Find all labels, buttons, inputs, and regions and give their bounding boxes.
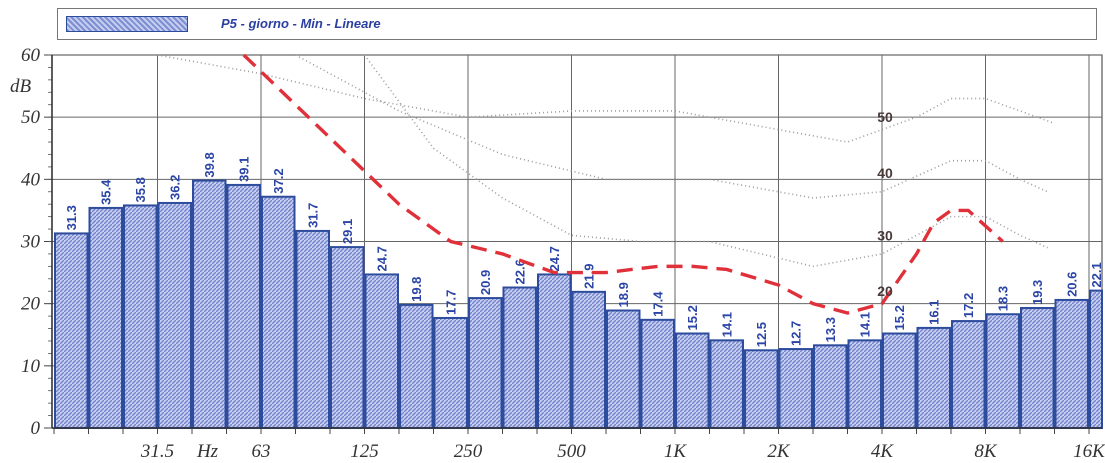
contour-label: 50 [877, 109, 893, 125]
bar-value-label: 12.7 [789, 321, 804, 346]
bar [813, 344, 848, 429]
bar-value-label: 21.9 [582, 264, 597, 289]
legend-label: P5 - giorno - Min - Lineare [221, 16, 381, 31]
bar [606, 309, 641, 430]
y-tick-label: 30 [20, 232, 41, 253]
bar [1054, 298, 1089, 430]
bar-value-label: 37.2 [271, 168, 286, 193]
bar [847, 339, 882, 429]
x-tick-label: 16K [1073, 441, 1105, 462]
bar [1089, 289, 1103, 429]
bar [502, 286, 537, 429]
bar [882, 332, 917, 429]
bar [226, 183, 261, 429]
bar-value-label: 18.3 [996, 286, 1011, 311]
bar [157, 201, 192, 429]
bar-value-label: 29.1 [340, 219, 355, 244]
bar-value-label: 22.1 [1089, 262, 1104, 287]
bar-value-label: 22.6 [513, 259, 528, 284]
bar [295, 229, 330, 429]
bar [951, 320, 986, 429]
y-axis-label: dB [10, 76, 32, 97]
bar-value-label: 31.7 [306, 203, 321, 228]
x-tick-label: 125 [350, 441, 379, 462]
bar-value-label: 31.3 [64, 205, 79, 230]
y-tick-label: 60 [21, 45, 41, 66]
bar-value-label: 39.8 [202, 152, 217, 177]
red-dashed-curve [242, 53, 1004, 315]
contour-curve [295, 54, 1048, 199]
bar-value-label: 17.4 [651, 291, 666, 317]
bar-value-label: 12.5 [754, 322, 769, 347]
bar [640, 318, 675, 429]
bar-value-label: 24.7 [375, 246, 390, 271]
x-tick-label: 4K [871, 441, 895, 462]
x-tick-label: 250 [454, 441, 483, 462]
bar [778, 348, 813, 430]
bar-value-label: 16.1 [927, 300, 942, 325]
bar-value-label: 19.3 [1030, 280, 1045, 305]
y-tick-label: 10 [21, 356, 41, 377]
contour-label: 30 [877, 227, 893, 243]
bar [192, 179, 227, 429]
y-tick-label: 0 [31, 418, 41, 439]
bar-value-label: 14.1 [720, 312, 735, 337]
bar [330, 246, 365, 429]
legend: P5 - giorno - Min - Lineare [57, 8, 1097, 40]
bar [985, 313, 1020, 429]
x-tick-label: 500 [557, 441, 586, 462]
bar-value-label: 17.7 [444, 290, 459, 315]
bar [468, 297, 503, 429]
bar-value-label: 15.2 [685, 305, 700, 330]
bar [675, 332, 710, 429]
bar-value-label: 35.8 [133, 177, 148, 202]
x-tick-label: 63 [252, 441, 271, 462]
bar [709, 339, 744, 429]
bar [571, 290, 606, 430]
x-tick-label: 8K [974, 441, 998, 462]
bar [364, 273, 399, 429]
bar [54, 232, 89, 429]
bar-value-label: 35.4 [99, 179, 114, 205]
bar [88, 206, 123, 429]
bar-value-label: 13.3 [823, 317, 838, 342]
bar-value-label: 15.2 [892, 305, 907, 330]
bar [537, 273, 572, 429]
x-unit-label: Hz [196, 441, 219, 462]
x-tick-label: 2K [767, 441, 791, 462]
bar [123, 204, 158, 429]
bar-value-label: 19.8 [409, 277, 424, 302]
bar [744, 349, 779, 429]
bar [916, 326, 951, 429]
legend-swatch [66, 16, 188, 32]
contour-label: 20 [877, 283, 893, 299]
bar-value-label: 36.2 [168, 175, 183, 200]
bar-value-label: 17.2 [961, 293, 976, 318]
bar-value-label: 20.6 [1065, 272, 1080, 297]
bar [399, 303, 434, 429]
contour-label: 40 [877, 165, 893, 181]
bar-value-label: 20.9 [478, 270, 493, 295]
bar [1020, 307, 1055, 430]
bar [433, 316, 468, 429]
bar-value-label: 18.9 [616, 282, 631, 307]
x-tick-label: 31.5 [140, 441, 174, 462]
bar-value-label: 24.7 [547, 246, 562, 271]
x-tick-label: 1K [664, 441, 688, 462]
y-tick-label: 50 [21, 107, 41, 128]
bar [261, 195, 296, 429]
bar-value-label: 14.1 [858, 312, 873, 337]
y-tick-label: 20 [21, 294, 41, 315]
bar-value-label: 39.1 [237, 157, 252, 182]
y-tick-label: 40 [21, 169, 41, 190]
